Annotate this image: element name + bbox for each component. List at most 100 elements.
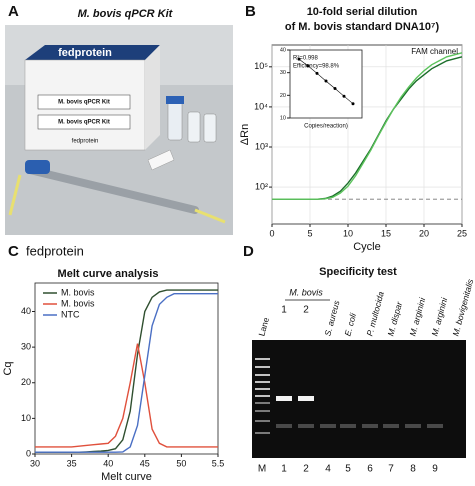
primer-band xyxy=(427,424,443,428)
panel-label: B xyxy=(245,3,256,20)
y-tick-label: 30 xyxy=(21,342,31,352)
lane-number: 5 xyxy=(345,464,351,475)
gel-bands xyxy=(255,358,443,434)
series-line xyxy=(35,293,218,453)
y-axis-label: Cq xyxy=(2,361,14,375)
lane-number: 1 xyxy=(281,464,287,475)
x-axis-label: Cycle xyxy=(353,241,381,253)
x-tick-label: 5.5 xyxy=(212,458,225,468)
y-tick-label: 40 xyxy=(280,47,286,53)
point xyxy=(333,87,337,91)
lane-label: P. multocida xyxy=(364,290,386,337)
x-tick-label: 45 xyxy=(140,458,150,468)
primer-band xyxy=(383,424,399,428)
x-tick-label: 5 xyxy=(307,228,312,238)
point xyxy=(324,79,328,83)
x-tick-label: 30 xyxy=(30,458,40,468)
y-tick-label: 40 xyxy=(21,306,31,316)
chart-title: Melt curve analysis xyxy=(58,268,159,280)
x-tick-label: 40 xyxy=(103,458,113,468)
y-tick-label: 10⁵ xyxy=(254,61,268,71)
x-tick-label: 35 xyxy=(67,458,77,468)
y-axis-label: ΔRn xyxy=(239,124,251,145)
band xyxy=(276,396,292,401)
point xyxy=(342,94,346,98)
y-tick-label: 10² xyxy=(255,181,268,191)
lane-label: 1 xyxy=(281,305,287,316)
ladder-band xyxy=(255,381,270,383)
y-tick-label: 0 xyxy=(26,448,31,458)
primer-band xyxy=(276,424,292,428)
ladder-band xyxy=(255,420,270,422)
x-axis-label: Melt curve xyxy=(101,471,152,483)
y-tick-label: 10³ xyxy=(255,141,268,151)
annotation: FAM channel xyxy=(411,47,458,56)
lane-number: M xyxy=(258,464,266,475)
chart-title: 10-fold serial dilution xyxy=(307,6,418,18)
legend-label: NTC xyxy=(61,309,80,319)
point xyxy=(351,102,355,106)
lane-number: 2 xyxy=(303,464,309,475)
y-tick-label: 20 xyxy=(21,377,31,387)
series-line xyxy=(272,52,463,200)
x-axis-label: Copies/reaction) xyxy=(304,124,348,130)
brand: fedprotein xyxy=(26,243,84,258)
ladder-band xyxy=(255,432,270,434)
x-tick-label: 10 xyxy=(343,228,353,238)
photo xyxy=(5,25,233,235)
primer-band xyxy=(298,424,314,428)
box-side-text: fedprotein xyxy=(72,139,99,145)
lane-number: 9 xyxy=(432,464,438,475)
primer-band xyxy=(405,424,421,428)
panel-title: M. bovis qPCR Kit xyxy=(78,8,174,20)
panel-title: Specificity test xyxy=(319,266,397,278)
lane-label: M. bovigenitalis xyxy=(450,277,475,337)
y-tick-label: 30 xyxy=(280,70,286,76)
series-line xyxy=(35,343,218,448)
box-brand: fedprotein xyxy=(58,47,112,59)
lane-label: M. dispar xyxy=(385,300,404,337)
legend-label: M. bovis xyxy=(61,287,95,297)
lane-number: 8 xyxy=(410,464,416,475)
x-tick-label: 50 xyxy=(176,458,186,468)
point xyxy=(315,71,319,75)
group-label: M. bovis xyxy=(289,287,323,297)
x-tick-label: 20 xyxy=(419,228,429,238)
lane-label: M. arginini xyxy=(407,296,427,338)
lane-number: 7 xyxy=(388,464,394,475)
x-tick-label: 0 xyxy=(269,228,274,238)
lane-label: 2 xyxy=(303,305,309,316)
box-label: M. bovis qPCR Kit xyxy=(58,120,110,126)
ladder-band xyxy=(255,358,270,360)
ladder-band xyxy=(255,410,270,412)
chart-title: of M. bovis standard DNA10⁷) xyxy=(285,21,440,33)
primer-band xyxy=(362,424,378,428)
lane-label: E. coli xyxy=(342,311,358,337)
box-label: M. bovis qPCR Kit xyxy=(58,100,110,106)
ladder-band xyxy=(255,366,270,368)
panel-label: D xyxy=(243,243,254,260)
band xyxy=(298,396,314,401)
ladder-band xyxy=(255,395,270,397)
y-tick-label: 10 xyxy=(280,115,286,121)
primer-band xyxy=(320,424,336,428)
lane-label: S. aureus xyxy=(322,299,341,337)
annotation: R²=0.998 xyxy=(293,56,319,62)
panel-label: C xyxy=(8,243,19,260)
x-tick-label: 25 xyxy=(457,228,467,238)
x-tick-label: 15 xyxy=(381,228,391,238)
legend-label: M. bovis xyxy=(61,298,95,308)
lane-number: 4 xyxy=(325,464,331,475)
point xyxy=(297,57,301,61)
lane-label: M. arginini xyxy=(429,296,449,338)
ladder-band xyxy=(255,374,270,376)
lane-label: Lane xyxy=(256,316,271,337)
annotation: Efficiency=98.8% xyxy=(293,64,340,70)
point xyxy=(306,64,310,68)
ladder-band xyxy=(255,388,270,390)
primer-band xyxy=(340,424,356,428)
panel-label: A xyxy=(8,3,19,20)
y-tick-label: 10⁴ xyxy=(254,101,268,111)
y-tick-label: 20 xyxy=(280,93,286,99)
